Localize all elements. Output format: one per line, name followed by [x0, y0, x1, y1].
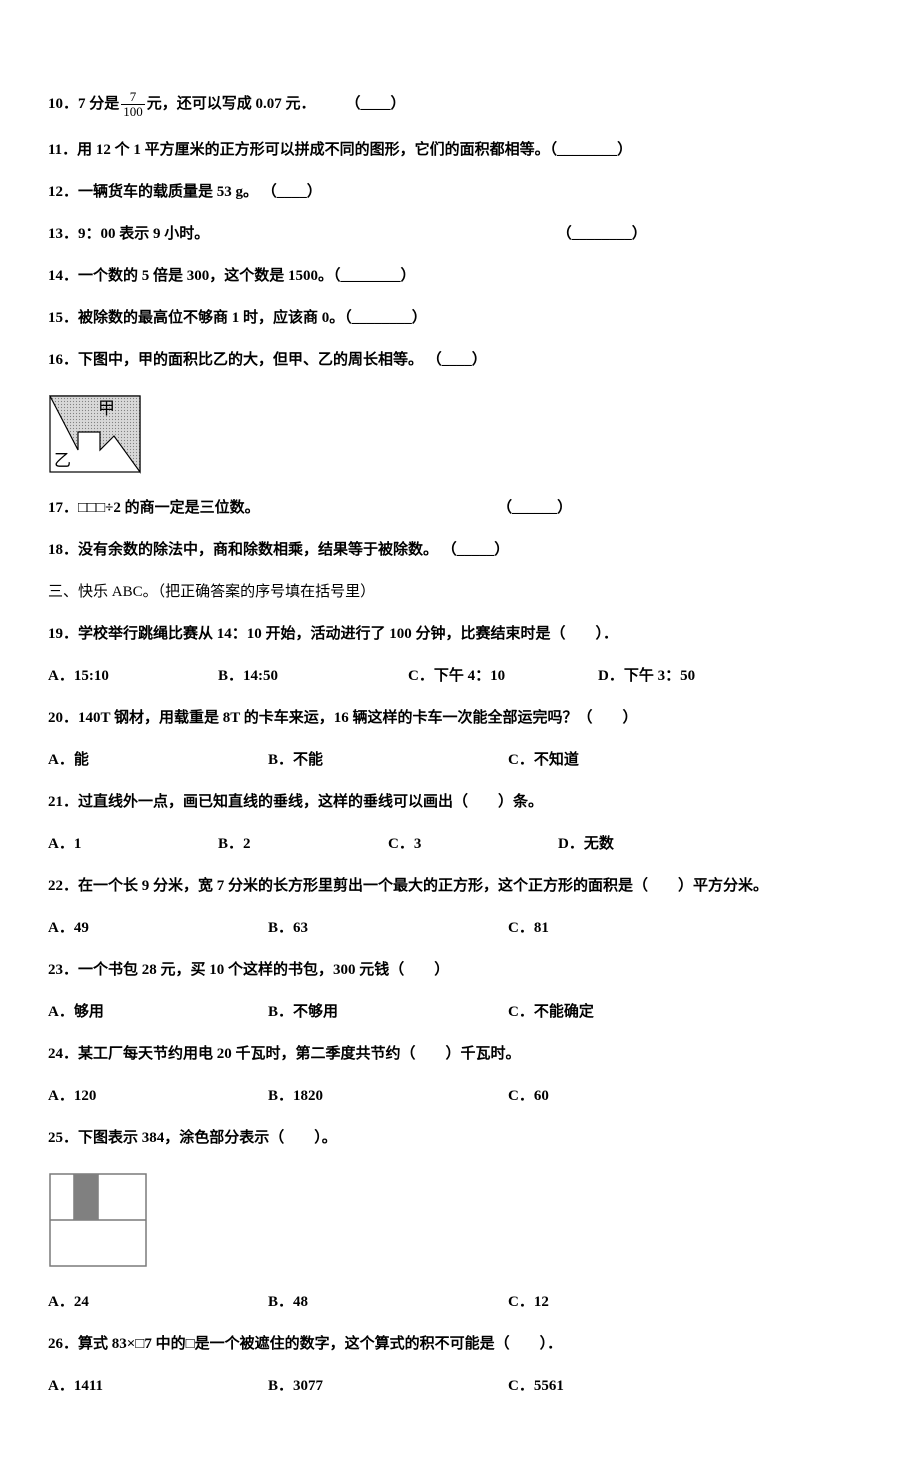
q16-figure: 甲 乙: [48, 394, 142, 474]
question-13: 13．9：00 表示 9 小时。 （________）: [48, 222, 872, 246]
question-23-options: A．够用 B．不够用 C．不能确定: [48, 1000, 872, 1024]
q19-option-c: C．下午 4：10: [408, 664, 598, 688]
q26-option-b: B．3077: [268, 1374, 508, 1398]
q17-text: 17．□□□÷2 的商一定是三位数。: [48, 500, 260, 516]
q10-prefix: 10．7 分是: [48, 96, 119, 112]
question-19-stem: 19．学校举行跳绳比赛从 14：10 开始，活动进行了 100 分钟，比赛结束时…: [48, 622, 872, 646]
question-22-options: A．49 B．63 C．81: [48, 916, 872, 940]
q19-option-d: D．下午 3：50: [598, 664, 804, 688]
q20-option-b: B．不能: [268, 748, 508, 772]
q21-option-d: D．无数: [558, 832, 764, 856]
q24-option-a: A．120: [48, 1084, 268, 1108]
question-18: 18．没有余数的除法中，商和除数相乘，结果等于被除数。 （_____）: [48, 538, 872, 562]
question-25-stem: 25．下图表示 384，涂色部分表示（ ）。: [48, 1126, 872, 1150]
q10-fraction: 7100: [121, 90, 145, 120]
q22-option-c: C．81: [508, 916, 872, 940]
question-21-options: A．1 B．2 C．3 D．无数: [48, 832, 872, 856]
q19-option-b: B．14:50: [218, 664, 408, 688]
question-20-options: A．能 B．不能 C．不知道: [48, 748, 872, 772]
q22-option-a: A．49: [48, 916, 268, 940]
question-26-options: A．1411 B．3077 C．5561: [48, 1374, 872, 1398]
question-23-stem: 23．一个书包 28 元，买 10 个这样的书包，300 元钱（ ）: [48, 958, 872, 982]
q13-text: 13．9：00 表示 9 小时。: [48, 226, 209, 242]
question-24-options: A．120 B．1820 C．60: [48, 1084, 872, 1108]
q21-option-a: A．1: [48, 832, 218, 856]
q13-paren: （________）: [557, 226, 647, 242]
q10-suffix: 元，还可以写成 0.07 元．: [147, 96, 316, 112]
q16-label-jia: 甲: [98, 399, 115, 418]
q20-option-c: C．不知道: [508, 748, 872, 772]
q10-paren: （____）: [346, 96, 406, 112]
q24-option-b: B．1820: [268, 1084, 508, 1108]
question-22-stem: 22．在一个长 9 分米，宽 7 分米的长方形里剪出一个最大的正方形，这个正方形…: [48, 874, 872, 898]
q26-option-c: C．5561: [508, 1374, 872, 1398]
q22-option-b: B．63: [268, 916, 508, 940]
question-12: 12．一辆货车的载质量是 53 g。 （____）: [48, 180, 872, 204]
question-16: 16．下图中，甲的面积比乙的大，但甲、乙的周长相等。 （____）: [48, 348, 872, 372]
q17-paren: （______）: [497, 500, 572, 516]
q23-option-b: B．不够用: [268, 1000, 508, 1024]
question-11: 11．用 12 个 1 平方厘米的正方形可以拼成不同的图形，它们的面积都相等。（…: [48, 138, 872, 162]
q10-frac-den: 100: [121, 105, 145, 119]
q16-label-yi: 乙: [54, 451, 71, 470]
section-3-title: 三、快乐 ABC。（把正确答案的序号填在括号里）: [48, 580, 872, 604]
q21-option-c: C．3: [388, 832, 558, 856]
question-14: 14．一个数的 5 倍是 300，这个数是 1500。（________）: [48, 264, 872, 288]
question-21-stem: 21．过直线外一点，画已知直线的垂线，这样的垂线可以画出（ ）条。: [48, 790, 872, 814]
question-26-stem: 26．算式 83×□7 中的□是一个被遮住的数字，这个算式的积不可能是（ ）．: [48, 1332, 872, 1356]
q21-option-b: B．2: [218, 832, 388, 856]
q24-option-c: C．60: [508, 1084, 872, 1108]
q25-figure: [48, 1172, 148, 1268]
q19-option-a: A．15:10: [48, 664, 218, 688]
question-20-stem: 20．140T 钢材，用载重是 8T 的卡车来运，16 辆这样的卡车一次能全部运…: [48, 706, 872, 730]
q26-option-a: A．1411: [48, 1374, 268, 1398]
q23-option-c: C．不能确定: [508, 1000, 872, 1024]
question-19-options: A．15:10 B．14:50 C．下午 4：10 D．下午 3：50: [48, 664, 872, 688]
q23-option-a: A．够用: [48, 1000, 268, 1024]
q10-frac-num: 7: [121, 90, 145, 105]
question-17: 17．□□□÷2 的商一定是三位数。 （______）: [48, 496, 872, 520]
question-15: 15．被除数的最高位不够商 1 时，应该商 0。（________）: [48, 306, 872, 330]
q20-option-a: A．能: [48, 748, 268, 772]
question-24-stem: 24．某工厂每天节约用电 20 千瓦时，第二季度共节约（ ）千瓦时。: [48, 1042, 872, 1066]
question-10: 10．7 分是7100元，还可以写成 0.07 元． （____）: [48, 90, 872, 120]
